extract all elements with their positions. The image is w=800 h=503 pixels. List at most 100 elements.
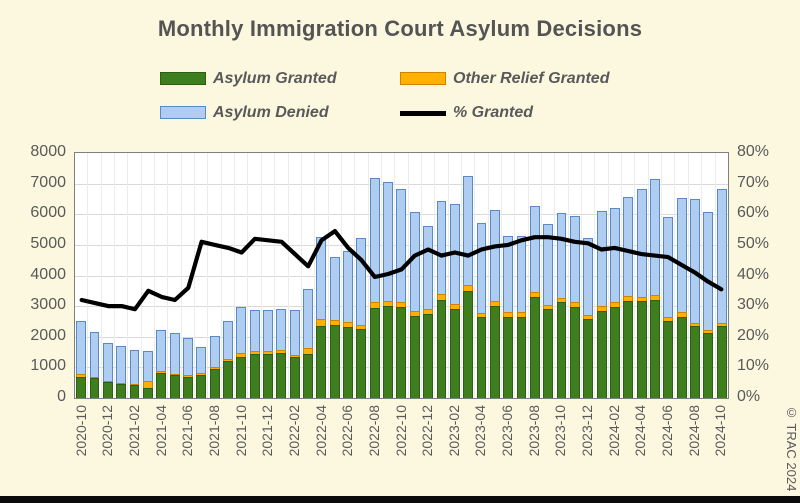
bar-2023-08: [527, 153, 541, 398]
seg-other: [556, 297, 567, 303]
seg-granted: [276, 353, 287, 398]
other-relief-swatch-icon: [400, 72, 446, 85]
seg-granted: [116, 384, 127, 398]
bar-2024-10: [714, 153, 728, 398]
y-right-tick: 70%: [737, 173, 770, 191]
seg-denied: [356, 237, 367, 325]
x-axis-labels: 2020-10 2020-12 2021-02 2021-04 2021-06 2021-…: [72, 398, 729, 488]
seg-other: [596, 306, 607, 311]
bar-2021-02: [127, 153, 140, 398]
seg-other: [156, 371, 167, 373]
seg-granted: [249, 354, 260, 398]
bar-2023-01: [434, 153, 447, 398]
seg-granted: [209, 368, 220, 398]
x-label-2021-04: 2021-04: [152, 405, 169, 457]
seg-other: [423, 309, 434, 315]
seg-denied: [236, 306, 247, 353]
bar-2024-03: [621, 153, 634, 398]
seg-other: [329, 319, 340, 325]
bar-2024-08: [687, 153, 701, 398]
seg-denied: [289, 309, 300, 355]
seg-denied: [716, 188, 727, 323]
y-right-tick: 80%: [737, 143, 770, 160]
bar-2023-07: [514, 153, 527, 398]
bar-2023-11: [567, 153, 581, 398]
seg-granted: [196, 375, 207, 398]
bar-2023-06: [501, 153, 514, 398]
seg-denied: [89, 331, 100, 377]
seg-other: [409, 310, 420, 316]
seg-granted: [343, 326, 353, 398]
seg-other: [636, 296, 647, 302]
x-label-2023-08: 2023-08: [525, 405, 542, 457]
bar-2022-08: [367, 153, 381, 398]
seg-granted: [463, 290, 474, 398]
seg-granted: [156, 372, 167, 398]
seg-other: [369, 302, 380, 308]
seg-granted: [503, 316, 514, 398]
seg-other: [343, 321, 353, 327]
seg-granted: [316, 325, 327, 398]
bar-2023-09: [541, 153, 554, 398]
seg-denied: [142, 351, 153, 381]
x-label-2022-06: 2022-06: [339, 405, 356, 457]
seg-granted: [489, 305, 500, 398]
seg-denied: [503, 236, 514, 312]
seg-granted: [703, 333, 714, 398]
seg-granted: [76, 376, 87, 398]
bar-2023-04: [474, 153, 487, 398]
seg-granted: [716, 325, 727, 398]
bar-2020-12: [100, 153, 114, 398]
seg-denied: [556, 212, 567, 298]
seg-other: [383, 300, 394, 307]
seg-denied: [596, 210, 607, 307]
seg-granted: [396, 306, 407, 398]
x-label-2022-04: 2022-04: [312, 405, 329, 457]
seg-other: [489, 300, 500, 306]
bar-2022-04: [314, 153, 327, 398]
legend-label: Asylum Granted: [213, 70, 337, 87]
seg-granted: [663, 320, 674, 398]
seg-other: [476, 313, 487, 318]
bar-2021-12: [260, 153, 274, 398]
seg-denied: [102, 342, 113, 382]
seg-denied: [543, 224, 554, 305]
seg-granted: [303, 353, 313, 398]
y-left-tick: 8000: [30, 143, 66, 160]
seg-denied: [396, 188, 407, 302]
seg-other: [356, 324, 367, 330]
seg-other: [583, 314, 594, 319]
seg-other: [436, 294, 447, 300]
seg-denied: [223, 321, 233, 359]
seg-other: [289, 354, 300, 358]
pct-granted-line: [75, 153, 728, 398]
x-label-2020-10: 2020-10: [72, 405, 89, 457]
bar-2022-01: [274, 153, 287, 398]
seg-denied: [690, 199, 700, 323]
seg-granted: [289, 357, 300, 398]
seg-granted: [169, 375, 180, 398]
seg-other: [209, 367, 220, 369]
y-left-tick: 3000: [30, 296, 66, 314]
seg-other: [663, 316, 674, 321]
chart-title: Monthly Immigration Court Asylum Decisio…: [157, 16, 643, 41]
bar-2021-09: [220, 153, 234, 398]
y-left-tick: 6000: [30, 204, 66, 222]
x-label-2023-04: 2023-04: [472, 405, 489, 457]
y-left-tick: 0: [57, 388, 66, 405]
seg-denied: [423, 226, 434, 310]
seg-granted: [182, 376, 193, 398]
bar-2021-04: [154, 153, 167, 398]
bar-2024-05: [647, 153, 661, 398]
seg-other: [196, 373, 207, 376]
x-label-2024-06: 2024-06: [659, 405, 676, 457]
seg-denied: [129, 350, 140, 384]
y-left-tick: 1000: [30, 357, 66, 375]
seg-other: [543, 304, 554, 309]
bar-2021-11: [247, 153, 260, 398]
bar-2022-03: [300, 153, 314, 398]
bar-2024-06: [661, 153, 674, 398]
seg-other: [236, 352, 247, 357]
seg-granted: [356, 329, 367, 398]
seg-granted: [409, 315, 420, 398]
